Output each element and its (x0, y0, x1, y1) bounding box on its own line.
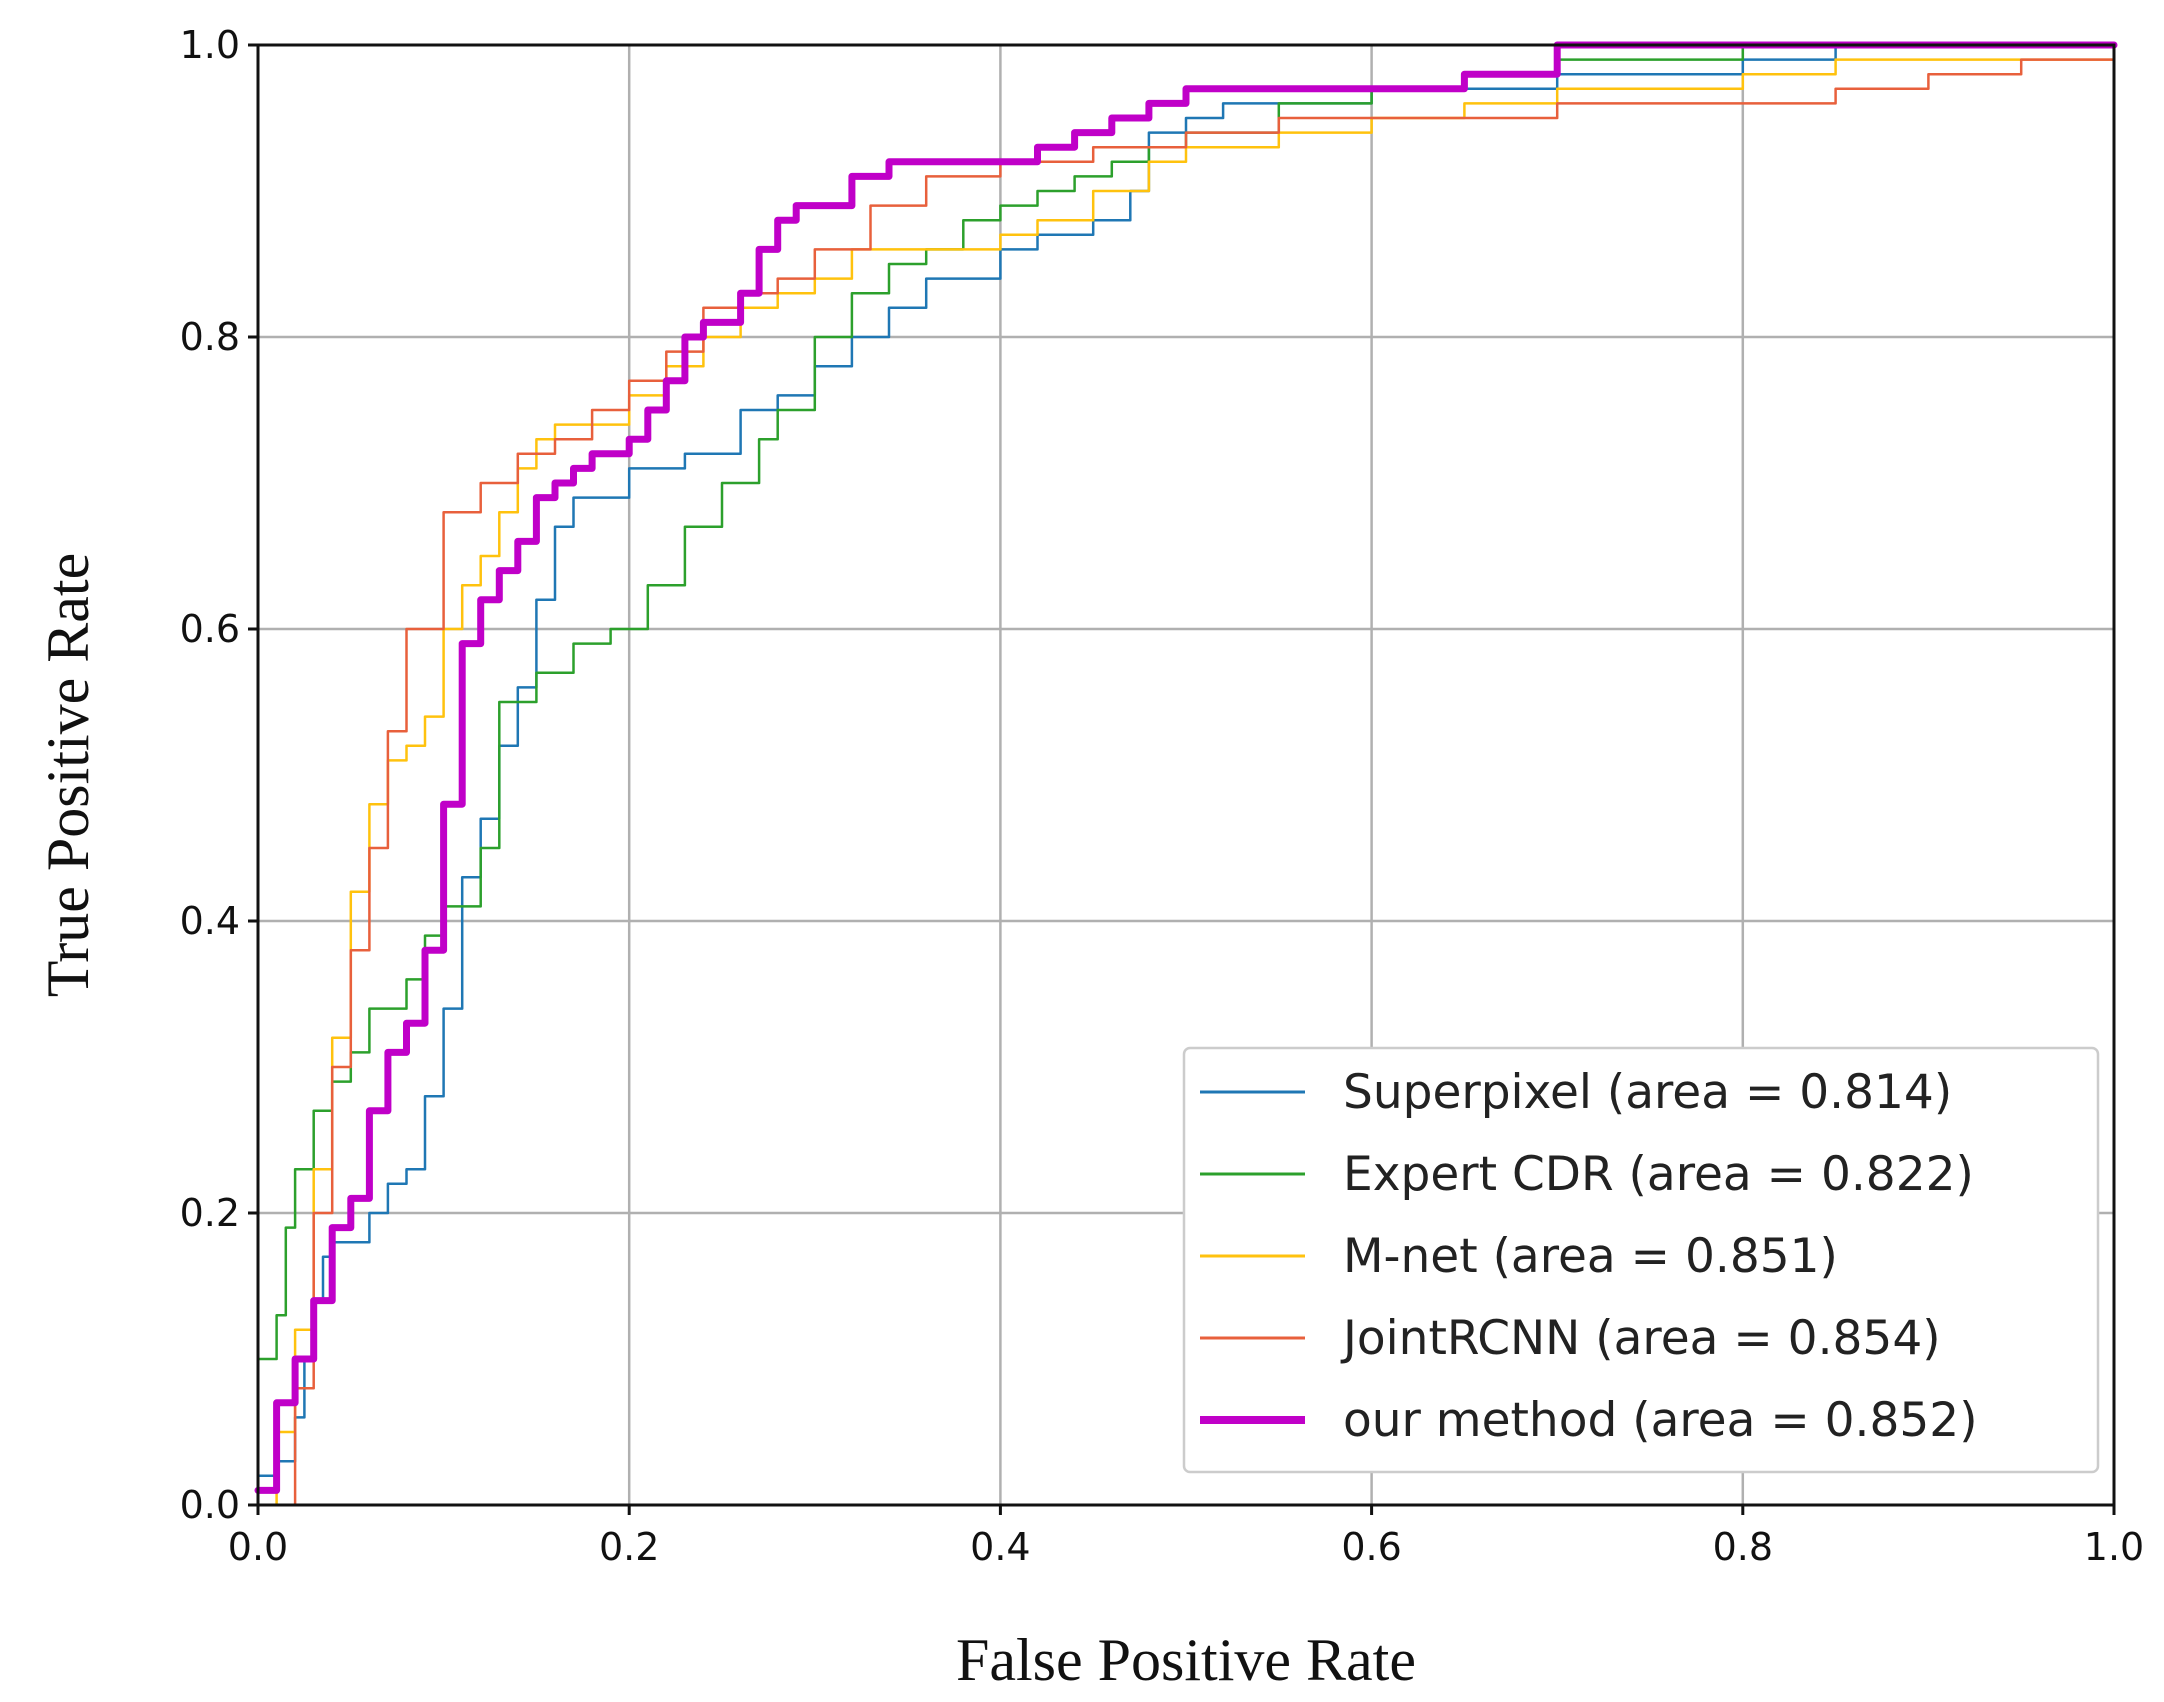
legend: Superpixel (area = 0.814) Expert CDR (are… (1182, 1046, 2100, 1474)
legend-label-our-method: our method (area = 0.852) (1343, 1393, 1978, 1448)
y-tick-label: 1.0 (180, 23, 240, 67)
x-tick-label: 0.6 (1341, 1525, 1401, 1569)
y-tick-label: 0.4 (180, 899, 240, 943)
y-tick-label: 0.0 (180, 1483, 240, 1527)
y-tick-label: 0.2 (180, 1191, 240, 1235)
jointrcnn-line (256, 43, 2116, 1507)
legend-label-superpixel: Superpixel (area = 0.814) (1343, 1065, 1952, 1120)
y-tick-label: 0.6 (180, 607, 240, 651)
x-tick-label: 0.4 (970, 1525, 1030, 1569)
x-tick-label: 0.0 (228, 1525, 288, 1569)
x-tick-label: 0.8 (1713, 1525, 1773, 1569)
y-axis-label: True Positive Rate (35, 553, 101, 997)
legend-label-jointrcnn: JointRCNN (area = 0.854) (1340, 1311, 1941, 1366)
y-tick-label: 0.8 (180, 315, 240, 359)
superpixel-line (256, 43, 2116, 1478)
legend-label-m-net: M-net (area = 0.851) (1343, 1229, 1838, 1284)
grid-lines (258, 45, 2114, 1505)
x-tick-label: 1.0 (2084, 1525, 2144, 1569)
x-axis-label: False Positive Rate (956, 1627, 1416, 1693)
our-method-line (254, 41, 2118, 1494)
legend-label-expert-cdr: Expert CDR (area = 0.822) (1343, 1147, 1974, 1202)
plot-frame (256, 43, 2116, 1507)
x-tick-label: 0.2 (599, 1525, 659, 1569)
series-lines (254, 41, 2118, 1507)
axis-ticks: 0.0 0.2 0.4 0.6 0.8 1.0 0.0 0.2 0.4 0.6 0.8 1.0 (180, 23, 2145, 1569)
legend-box (1182, 1046, 2100, 1474)
